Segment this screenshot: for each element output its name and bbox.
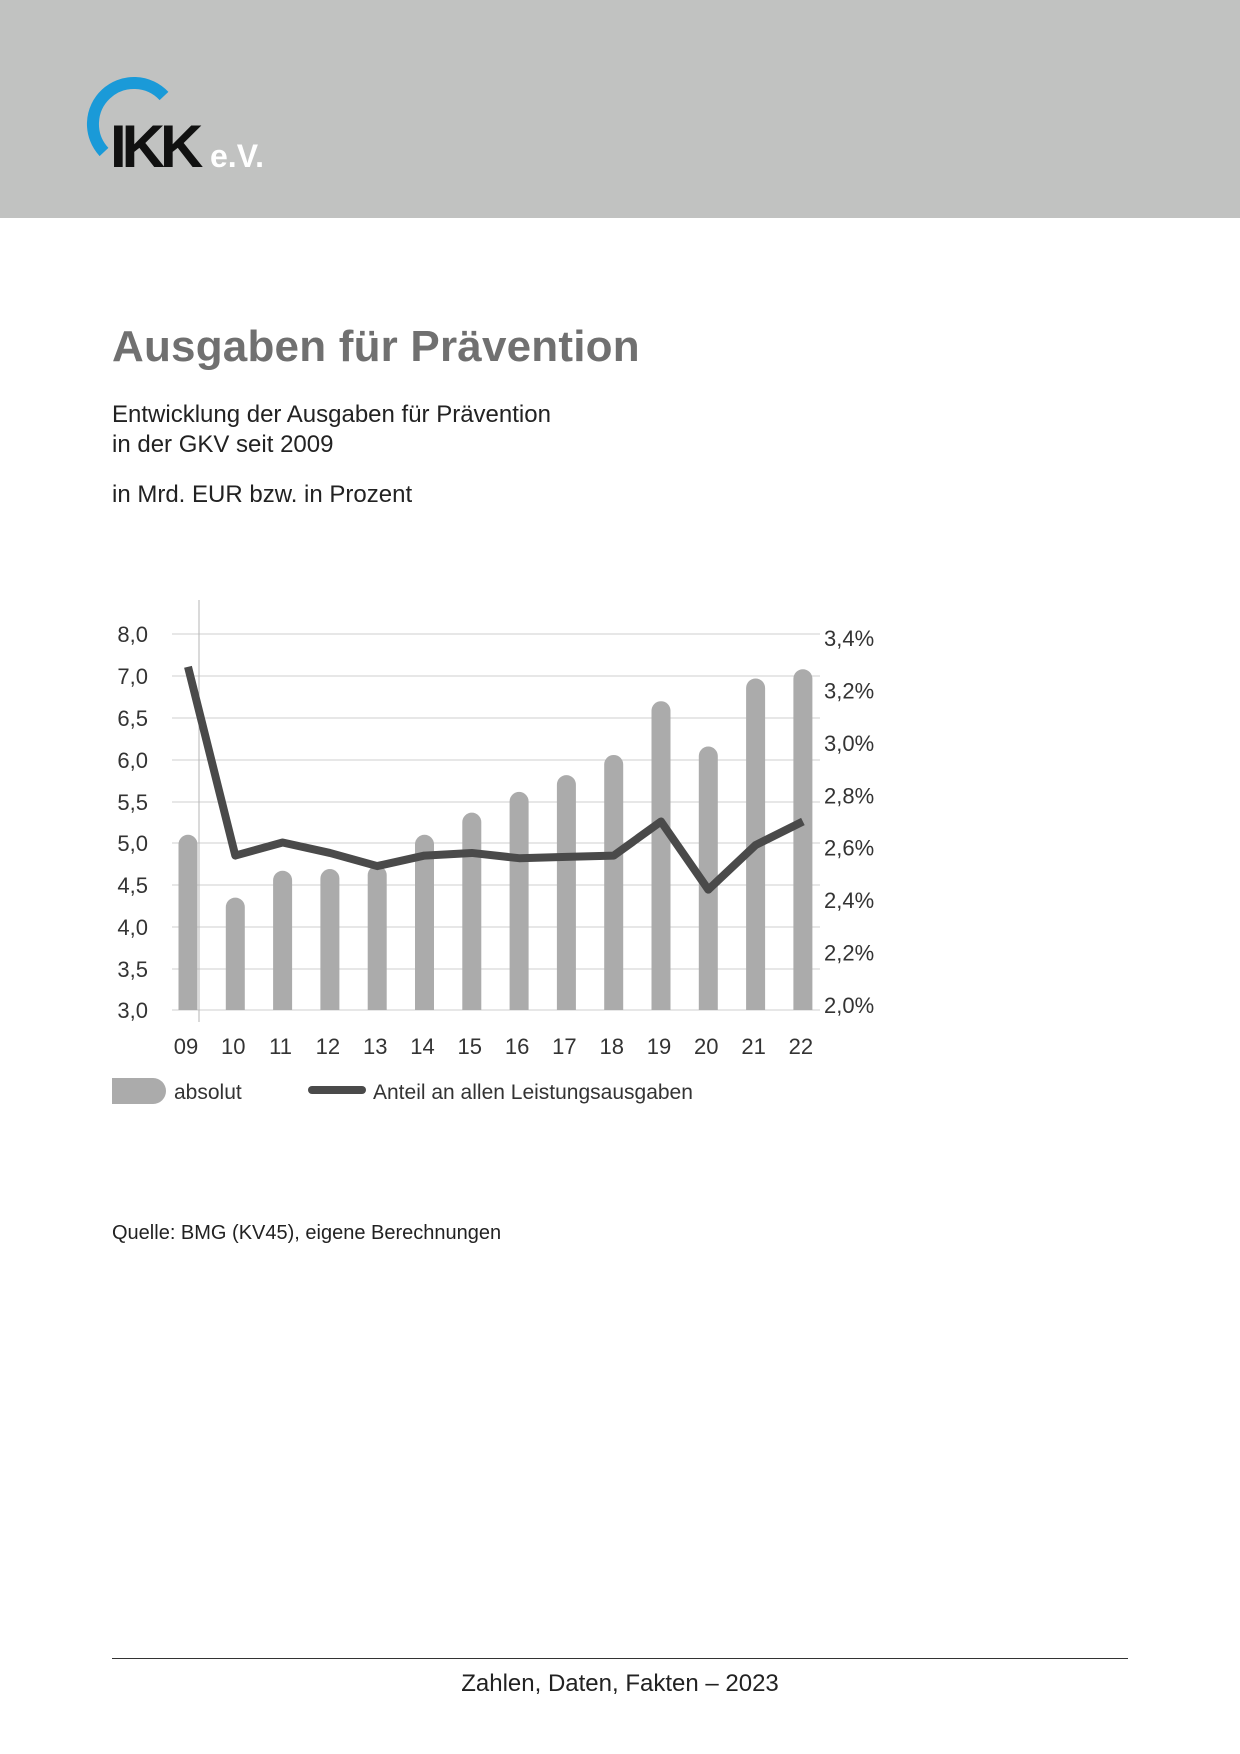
gridlines bbox=[172, 600, 820, 1022]
header-band: IKK e.V. bbox=[0, 0, 1240, 218]
y-axis-left-ticks: 3,0 3,5 4,0 4,5 5,0 5,5 6,0 6,5 7,0 8,0 bbox=[117, 622, 148, 1023]
legend-swatch-bar bbox=[112, 1078, 166, 1104]
x-tick-label: 22 bbox=[789, 1034, 813, 1059]
y-tick-label: 5,0 bbox=[117, 831, 148, 856]
bar-12 bbox=[320, 869, 340, 1010]
unit-note: in Mrd. EUR bzw. in Prozent bbox=[112, 481, 413, 508]
bar-20 bbox=[698, 746, 718, 1010]
x-tick-label: 09 bbox=[174, 1034, 198, 1059]
x-axis-ticks: 09 10 11 12 13 14 15 16 17 18 19 20 21 22 bbox=[174, 1034, 813, 1059]
x-tick-label: 20 bbox=[694, 1034, 718, 1059]
bars bbox=[178, 669, 813, 1010]
bar-22 bbox=[793, 669, 813, 1010]
footer-divider bbox=[112, 1658, 1128, 1659]
y2-tick-label: 2,8% bbox=[824, 783, 874, 808]
x-tick-label: 10 bbox=[221, 1034, 245, 1059]
bar-11 bbox=[273, 870, 293, 1010]
bar-09 bbox=[178, 834, 198, 1010]
legend-label-line: Anteil an allen Leistungsausgaben bbox=[373, 1081, 693, 1104]
y-tick-label: 3,0 bbox=[117, 998, 148, 1023]
ikk-logo: IKK e.V. bbox=[86, 77, 264, 178]
x-tick-label: 11 bbox=[269, 1034, 292, 1059]
y2-tick-label: 2,0% bbox=[824, 993, 874, 1018]
subtitle-line-1: Entwicklung der Ausgaben für Prävention bbox=[112, 401, 551, 428]
y2-tick-label: 2,2% bbox=[824, 941, 874, 966]
x-tick-label: 14 bbox=[410, 1034, 434, 1059]
x-tick-label: 16 bbox=[505, 1034, 529, 1059]
y-tick-label: 7,0 bbox=[117, 664, 148, 689]
x-tick-label: 18 bbox=[599, 1034, 623, 1059]
bar-16 bbox=[509, 791, 529, 1010]
subtitle-line-2: in der GKV seit 2009 bbox=[112, 431, 334, 458]
chart-subtitle: Entwicklung der Ausgaben für Prävention … bbox=[112, 400, 551, 460]
footer-text: Zahlen, Daten, Fakten – 2023 bbox=[461, 1670, 779, 1697]
x-tick-label: 13 bbox=[363, 1034, 387, 1059]
y-tick-label: 5,5 bbox=[117, 790, 148, 815]
y-tick-label: 4,0 bbox=[117, 915, 148, 940]
bar-18 bbox=[604, 754, 624, 1010]
bar-15 bbox=[462, 812, 482, 1010]
x-tick-label: 17 bbox=[552, 1034, 576, 1059]
y2-tick-label: 3,4% bbox=[824, 626, 874, 651]
y2-tick-label: 2,4% bbox=[824, 888, 874, 913]
x-tick-label: 21 bbox=[741, 1034, 765, 1059]
y-tick-label: 4,5 bbox=[117, 873, 148, 898]
bar-17 bbox=[556, 775, 576, 1010]
logo-ring bbox=[86, 77, 169, 157]
combo-chart: 3,03,54,04,55,05,56,06,57,08,0 2,0%2,2%2… bbox=[112, 600, 874, 1104]
y2-tick-label: 3,0% bbox=[824, 731, 874, 756]
page-title: Ausgaben für Prävention bbox=[112, 322, 640, 371]
bar-10 bbox=[225, 897, 245, 1010]
y2-tick-label: 3,2% bbox=[824, 678, 874, 703]
y-tick-label: 6,5 bbox=[117, 706, 148, 731]
line-series bbox=[184, 665, 805, 894]
source-note: Quelle: BMG (KV45), eigene Berechnungen bbox=[112, 1222, 502, 1244]
x-tick-label: 12 bbox=[316, 1034, 340, 1059]
y2-tick-label: 2,6% bbox=[824, 836, 874, 861]
x-tick-label: 19 bbox=[647, 1034, 671, 1059]
share-line bbox=[184, 665, 805, 894]
logo-wordmark: IKK bbox=[110, 113, 203, 178]
legend: absolut Anteil an allen Leistungsausgaben bbox=[112, 1078, 693, 1104]
legend-label-bar: absolut bbox=[174, 1081, 242, 1104]
logo-suffix: e.V. bbox=[210, 138, 264, 174]
x-tick-label: 15 bbox=[458, 1034, 482, 1059]
y-tick-label: 6,0 bbox=[117, 748, 148, 773]
bar-13 bbox=[367, 865, 387, 1010]
bar-14 bbox=[415, 834, 434, 1010]
chart-container: 3,0 3,5 4,0 4,5 5,0 5,5 6,0 6,5 7,0 8,0 2,0% 2,2% 2… bbox=[100, 590, 900, 1120]
y-tick-label: 8,0 bbox=[117, 622, 148, 647]
bar-19 bbox=[651, 701, 671, 1010]
y-tick-label: 3,5 bbox=[117, 957, 148, 982]
y-axis-right-ticks: 2,0% 2,2% 2,4% 2,6% 2,8% 3,0% 3,2% 3,4% bbox=[824, 626, 874, 1018]
